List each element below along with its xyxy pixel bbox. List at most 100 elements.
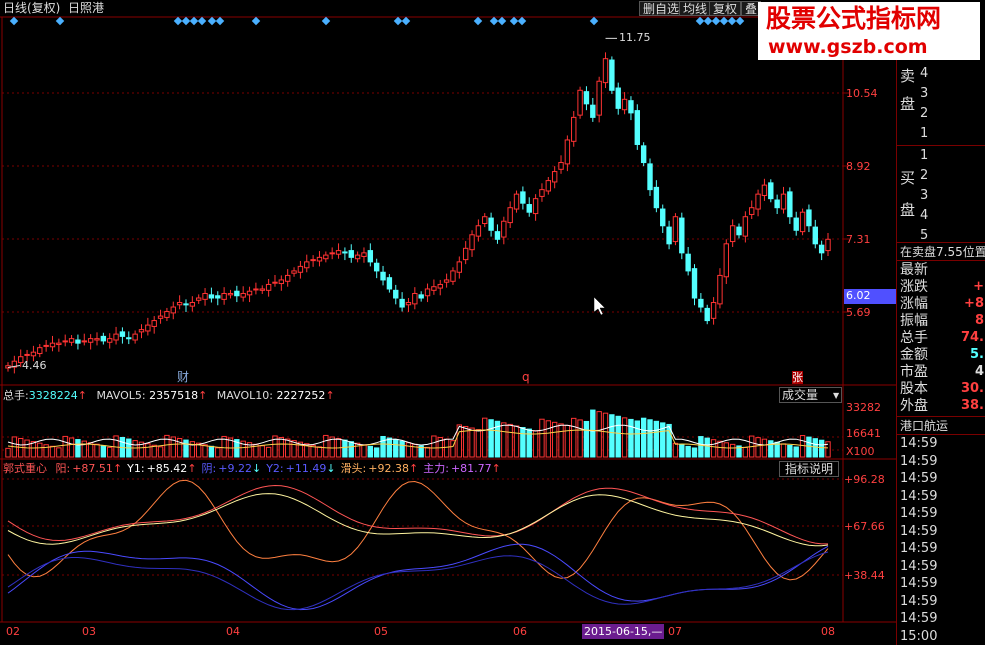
volume-bar	[405, 442, 412, 458]
indicator-item-value: +81.77	[450, 462, 492, 475]
volume-bar	[316, 446, 323, 458]
y1-line	[7, 493, 829, 547]
yin-line	[7, 543, 829, 611]
candle-body	[647, 163, 653, 191]
tick-time: 14:59	[900, 611, 938, 626]
volume-bar	[373, 447, 380, 458]
up-arrow-icon: ↑	[491, 462, 501, 475]
candle-body	[596, 80, 602, 116]
ma-button[interactable]: 均线	[679, 1, 712, 16]
candle-body	[18, 356, 24, 364]
volume-bar	[793, 446, 799, 458]
indicator-help-button[interactable]: 指标说明	[779, 461, 839, 477]
x-label-07: 07	[668, 625, 682, 638]
sell-level-4: 4	[920, 66, 929, 81]
sell-level-2: 2	[920, 106, 929, 121]
candle-body	[24, 353, 30, 356]
quote-row-label: 金额	[900, 347, 928, 363]
chevron-down-icon: ▼	[833, 391, 840, 400]
volume-indicator-select[interactable]: 成交量 ▼	[779, 387, 842, 403]
volume-bar	[431, 435, 437, 458]
candle-body	[679, 217, 685, 254]
candle-body	[284, 274, 291, 282]
x-label-08: 08	[821, 625, 835, 638]
candle-body	[183, 303, 189, 306]
volume-bar	[825, 441, 831, 458]
volume-bar	[755, 437, 761, 458]
tick-time: 14:59	[900, 558, 938, 574]
event-marker-q[interactable]: q	[522, 370, 530, 384]
divider	[897, 416, 985, 417]
candle-body	[475, 225, 482, 237]
indicator-item: 阳: +87.51↑	[56, 462, 123, 475]
candle-body	[43, 344, 49, 347]
volume-tick-3: X100	[846, 445, 875, 458]
tick-time: 14:59	[900, 488, 938, 504]
down-arrow-icon: ↓	[251, 462, 262, 475]
candle-body	[494, 231, 501, 240]
quote-row-label: 涨幅	[900, 296, 928, 312]
restore-rights-button[interactable]: 复权	[709, 1, 742, 16]
candle-body	[68, 338, 75, 343]
candle-body	[482, 216, 488, 224]
volume-bar	[354, 442, 361, 458]
event-marker-finance[interactable]: 财	[177, 370, 190, 384]
indicator-item-label: 滑头:	[340, 462, 367, 475]
volume-bar	[806, 436, 812, 458]
candle-body	[787, 191, 793, 218]
candle-body	[520, 191, 526, 204]
volume-bar	[602, 412, 609, 458]
volume-bar	[717, 440, 723, 458]
quote-row: 总手 74.	[897, 330, 985, 347]
candle-body	[234, 290, 240, 297]
candle-body	[354, 254, 361, 260]
quote-row-value: 8	[974, 313, 984, 328]
candle-body	[628, 100, 634, 114]
tick-time: 14:59	[900, 541, 938, 556]
quote-row-label: 涨跌	[900, 279, 928, 295]
indicator-item-label: Y1:	[127, 462, 145, 475]
candle-body	[513, 193, 520, 210]
volume-bar	[138, 441, 145, 458]
x-label-05: 05	[374, 625, 388, 638]
candle-body	[653, 186, 660, 209]
quote-row: 外盘 38.	[897, 398, 985, 415]
volume-bar	[469, 427, 475, 458]
signal-diamond-icon	[509, 16, 519, 26]
period-label[interactable]: 日线(复权)	[3, 1, 61, 15]
quote-row-value: 38.	[960, 398, 984, 413]
volume-bar	[736, 445, 742, 458]
candle-body	[323, 254, 329, 260]
volume-bar	[647, 419, 653, 458]
volume-bar	[310, 444, 316, 458]
candle-body	[138, 329, 145, 333]
candle-body	[774, 199, 780, 209]
tick-time: 15:00	[900, 628, 938, 644]
sector-title[interactable]: 港口航运	[900, 419, 949, 433]
volume-total-label: 总手:	[3, 389, 29, 402]
up-arrow-icon: ↑	[325, 389, 335, 402]
candle-body	[221, 292, 227, 300]
volume-bar	[698, 436, 704, 458]
candle-body	[335, 250, 342, 255]
buy-level-5: 5	[920, 228, 929, 243]
candle-body	[164, 311, 170, 318]
volume-bar	[482, 417, 488, 458]
event-marker-zhang[interactable]: 张	[792, 371, 803, 384]
up-arrow-icon: ↑	[112, 462, 123, 475]
quote-row-label: 股本	[900, 381, 928, 397]
high-price-label: 11.75	[619, 31, 651, 44]
indicator-item-label: 阳:	[55, 462, 71, 475]
remove-watchlist-button[interactable]: 删自选	[639, 1, 684, 16]
candle-body	[539, 189, 545, 197]
buy-level-2: 2	[920, 168, 929, 183]
tick-time: 14:59	[900, 453, 938, 469]
volume-bar	[443, 438, 450, 458]
candle-body	[793, 217, 799, 231]
tick-time: 14:59	[900, 593, 938, 609]
candle-body	[507, 207, 513, 224]
candle-body	[723, 243, 729, 278]
mavol5-label: MAVOL5:	[96, 389, 146, 402]
volume-bar	[157, 446, 164, 458]
